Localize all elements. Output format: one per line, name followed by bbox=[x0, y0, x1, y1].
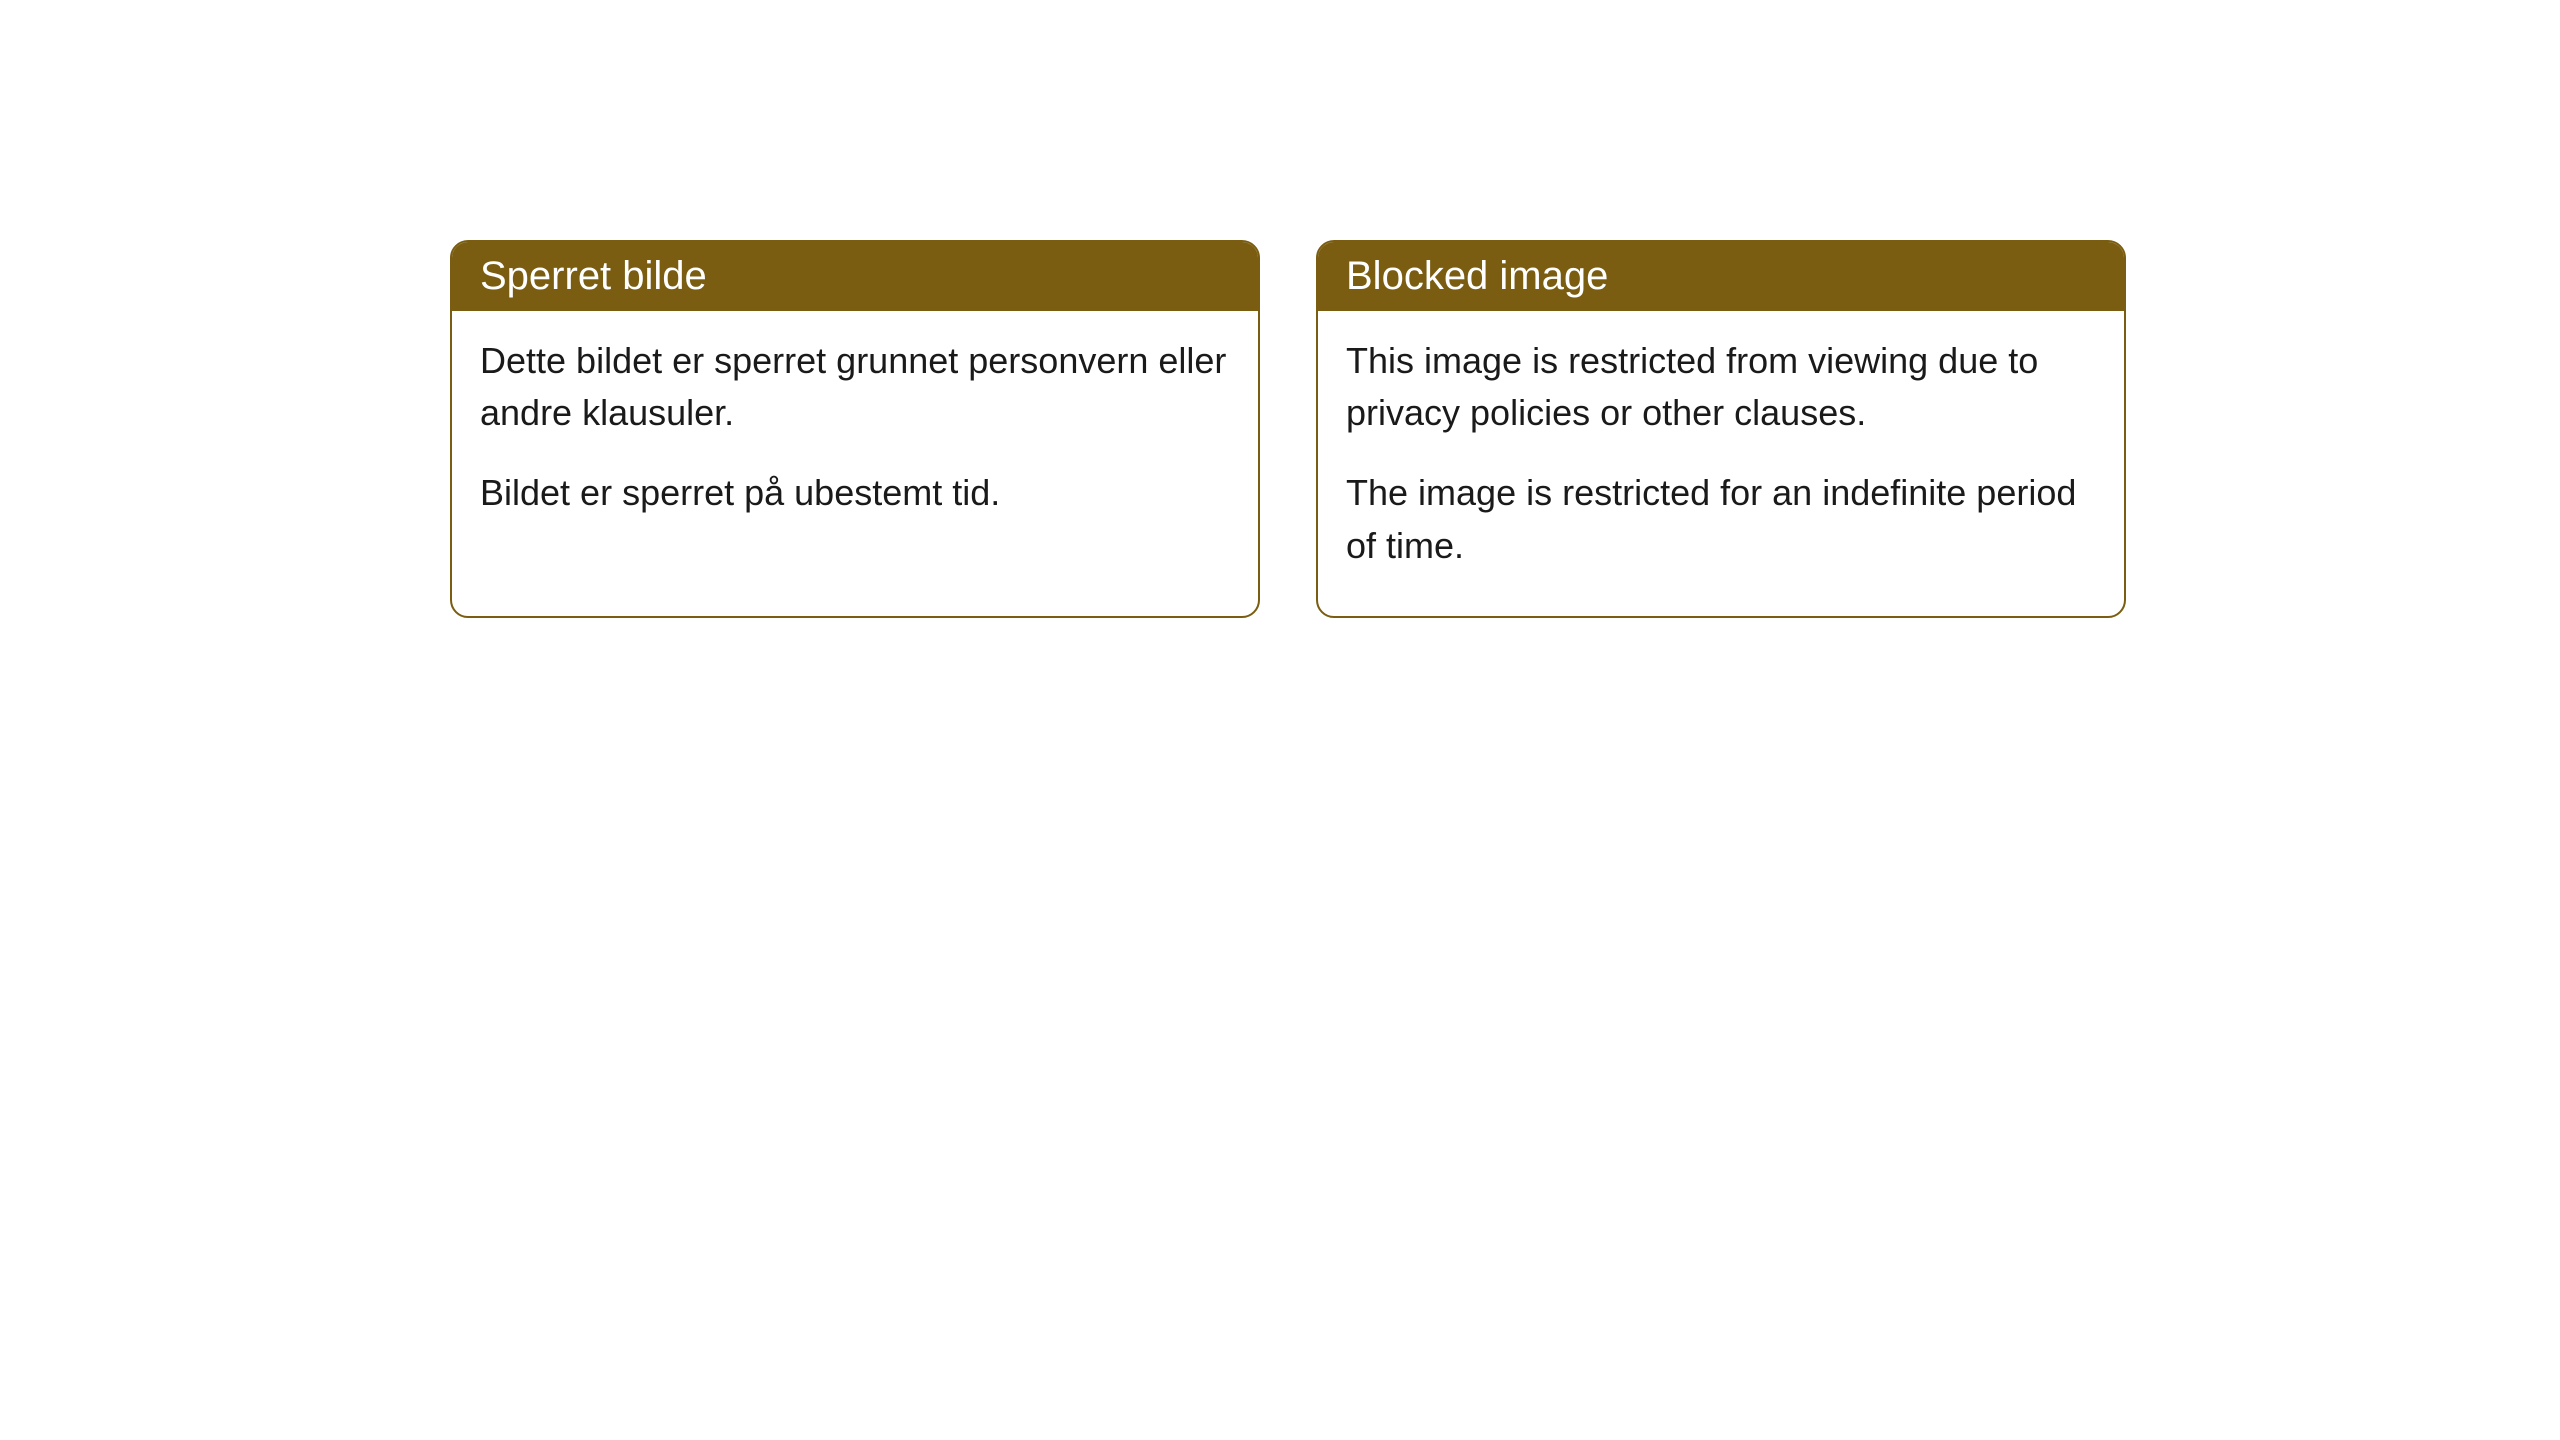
card-body: Dette bildet er sperret grunnet personve… bbox=[452, 311, 1258, 564]
card-title: Blocked image bbox=[1346, 254, 1608, 298]
card-body: This image is restricted from viewing du… bbox=[1318, 311, 2124, 616]
card-paragraph-2: The image is restricted for an indefinit… bbox=[1346, 467, 2096, 571]
blocked-image-card-norwegian: Sperret bilde Dette bildet er sperret gr… bbox=[450, 240, 1260, 618]
notice-cards-container: Sperret bilde Dette bildet er sperret gr… bbox=[450, 240, 2560, 618]
card-paragraph-1: This image is restricted from viewing du… bbox=[1346, 335, 2096, 439]
card-paragraph-1: Dette bildet er sperret grunnet personve… bbox=[480, 335, 1230, 439]
blocked-image-card-english: Blocked image This image is restricted f… bbox=[1316, 240, 2126, 618]
card-header: Blocked image bbox=[1318, 242, 2124, 311]
card-paragraph-2: Bildet er sperret på ubestemt tid. bbox=[480, 467, 1230, 519]
card-header: Sperret bilde bbox=[452, 242, 1258, 311]
card-title: Sperret bilde bbox=[480, 254, 707, 298]
